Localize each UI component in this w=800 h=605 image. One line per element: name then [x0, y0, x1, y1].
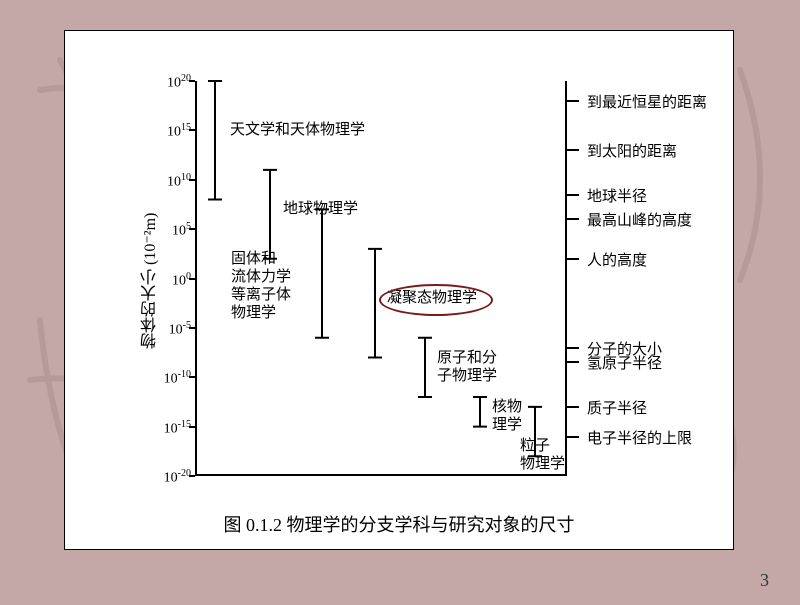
- right-label: 到太阳的距离: [587, 140, 677, 161]
- right-tick: [565, 347, 579, 349]
- figure-caption: 图 0.1.2 物理学的分支学科与研究对象的尺寸: [65, 511, 733, 537]
- right-tick: [565, 218, 579, 220]
- right-tick: [565, 194, 579, 196]
- right-label: 电子半径的上限: [587, 427, 692, 448]
- right-tick: [565, 149, 579, 151]
- right-tick: [565, 258, 579, 260]
- page-number: 3: [760, 570, 769, 591]
- right-label: 最高山峰的高度: [587, 209, 692, 230]
- branch-label: 核物 理学: [492, 398, 522, 434]
- branch-label: 固体和 流体力学 等离子体 物理学: [231, 250, 291, 322]
- right-label: 质子半径: [587, 397, 647, 418]
- right-tick: [565, 361, 579, 363]
- right-tick: [565, 436, 579, 438]
- right-label: 到最近恒星的距离: [587, 91, 707, 112]
- branch-label: 原子和分 子物理学: [437, 349, 497, 385]
- right-label: 氢原子半径: [587, 352, 662, 373]
- right-label: 人的高度: [587, 249, 647, 270]
- branch-label: 地球物理学: [283, 200, 358, 218]
- right-tick: [565, 406, 579, 408]
- branch-label: 粒子 物理学: [520, 437, 565, 473]
- branch-label: 天文学和天体物理学: [230, 121, 365, 139]
- right-tick: [565, 100, 579, 102]
- right-label: 地球半径: [587, 185, 647, 206]
- figure-panel: 物体的大小 (10⁻²m) 10201015101010510010-510-1…: [64, 30, 734, 550]
